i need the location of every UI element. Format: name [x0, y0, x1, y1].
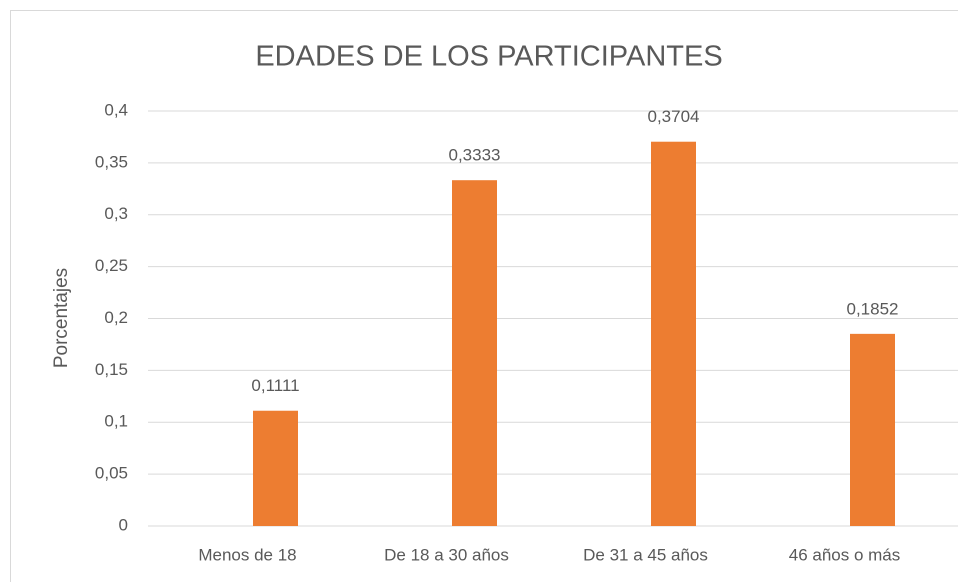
y-tick-label: 0,2: [104, 308, 128, 327]
x-tick-label: De 31 a 45 años: [583, 545, 708, 564]
chart-title: EDADES DE LOS PARTICIPANTES: [255, 41, 722, 73]
bar: [253, 410, 298, 526]
y-tick-label: 0,4: [104, 100, 128, 119]
y-tick-label: 0,15: [95, 360, 128, 379]
y-tick-label: 0,35: [95, 152, 128, 171]
y-axis-title: Porcentajes: [51, 268, 72, 368]
bar: [452, 180, 497, 527]
bar: [651, 141, 696, 526]
y-tick-label: 0,25: [95, 256, 128, 275]
data-label: 0,1852: [847, 299, 899, 318]
y-tick-label: 0: [119, 515, 128, 534]
data-label: 0,3333: [449, 146, 501, 165]
data-label: 0,1111: [251, 376, 299, 395]
bar: [850, 333, 895, 526]
y-tick-label: 0,05: [95, 464, 128, 483]
data-label: 0,3704: [648, 107, 700, 126]
y-tick-label: 0,3: [104, 204, 128, 223]
x-tick-label: 46 años o más: [789, 545, 901, 564]
y-tick-label: 0,1: [104, 412, 128, 431]
x-tick-label: Menos de 18: [198, 545, 296, 564]
x-tick-label: De 18 a 30 años: [384, 545, 509, 564]
